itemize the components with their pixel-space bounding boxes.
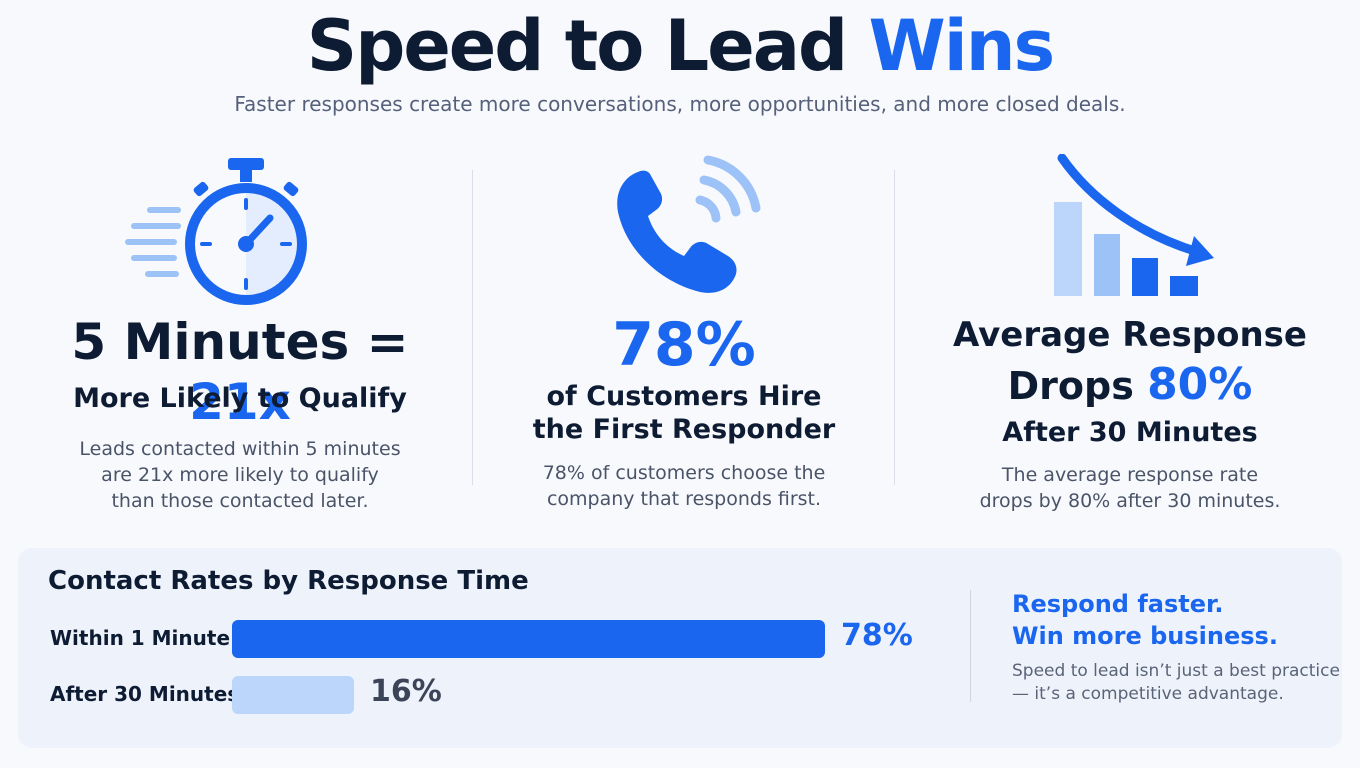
stat-description: Leads contacted within 5 minutes are 21x… xyxy=(30,436,450,514)
chart-title: Contact Rates by Response Time xyxy=(48,566,529,596)
desc-line: 78% of customers choose the xyxy=(542,462,826,484)
stat-headline-value: 78% xyxy=(612,310,756,380)
panel-divider xyxy=(970,590,971,702)
stat-headline-line1: Average Response xyxy=(953,315,1307,355)
stat-card-5-minutes: 5 Minutes = 21x More Likely to Qualify L… xyxy=(30,140,450,530)
desc-line: Leads contacted within 5 minutes xyxy=(79,438,401,460)
declining-bars-icon xyxy=(1050,153,1225,303)
desc-line: company that responds first. xyxy=(546,488,822,510)
desc-line: drops by 80% after 30 minutes. xyxy=(979,490,1281,512)
page-title: Speed to Lead Wins xyxy=(0,4,1360,88)
stat-card-78-percent: 78% of Customers Hire the First Responde… xyxy=(478,140,890,530)
title-main: Speed to Lead xyxy=(306,5,848,87)
stat-headline-line2: Drops 80% xyxy=(900,358,1360,413)
callout-body-line: — it’s a competitive advantage. xyxy=(1012,684,1284,704)
stat-description: 78% of customers choose the company that… xyxy=(478,460,890,512)
bar xyxy=(232,620,825,658)
stat-subhead: After 30 Minutes xyxy=(1002,417,1258,448)
subhead-line: of Customers Hire xyxy=(546,381,822,412)
bar-category-label: After 30 Minutes xyxy=(50,682,240,706)
desc-line: The average response rate xyxy=(1001,464,1259,486)
callout-headline: Respond faster. Win more business. xyxy=(1012,588,1278,652)
desc-line: than those contacted later. xyxy=(111,490,369,512)
bar-value-label: 16% xyxy=(370,674,442,709)
column-divider xyxy=(894,170,895,485)
column-divider xyxy=(472,170,473,485)
headline-prefix: 5 Minutes = xyxy=(71,313,409,371)
stat-subhead: More Likely to Qualify xyxy=(73,383,407,414)
stat-headline: 5 Minutes = 21x xyxy=(30,312,450,432)
stat-subhead: of Customers Hire the First Responder xyxy=(478,380,890,446)
title-accent: Wins xyxy=(868,5,1055,87)
callout-body: Speed to lead isn’t just a best practice… xyxy=(1012,660,1340,706)
stat-description: The average response rate drops by 80% a… xyxy=(900,462,1360,514)
bar xyxy=(232,676,354,714)
headline-value: 21x xyxy=(189,373,291,431)
headline-prefix: Drops xyxy=(1007,364,1148,408)
page-subtitle: Faster responses create more conversatio… xyxy=(234,92,1126,116)
stat-card-80-percent: Average Response Drops 80% After 30 Minu… xyxy=(900,140,1360,530)
contact-rates-panel: Contact Rates by Response Time Within 1 … xyxy=(18,548,1342,748)
callout-line: Respond faster. xyxy=(1012,590,1224,618)
callout-body-line: Speed to lead isn’t just a best practice xyxy=(1012,661,1340,681)
callout-line: Win more business. xyxy=(1012,622,1278,650)
phone-icon xyxy=(608,150,768,304)
stopwatch-icon xyxy=(120,148,320,312)
subhead-line: the First Responder xyxy=(532,414,836,445)
bar-category-label: Within 1 Minute xyxy=(50,626,231,650)
bar-value-label: 78% xyxy=(841,618,913,653)
desc-line: are 21x more likely to qualify xyxy=(101,464,379,486)
headline-value: 80% xyxy=(1147,359,1253,410)
